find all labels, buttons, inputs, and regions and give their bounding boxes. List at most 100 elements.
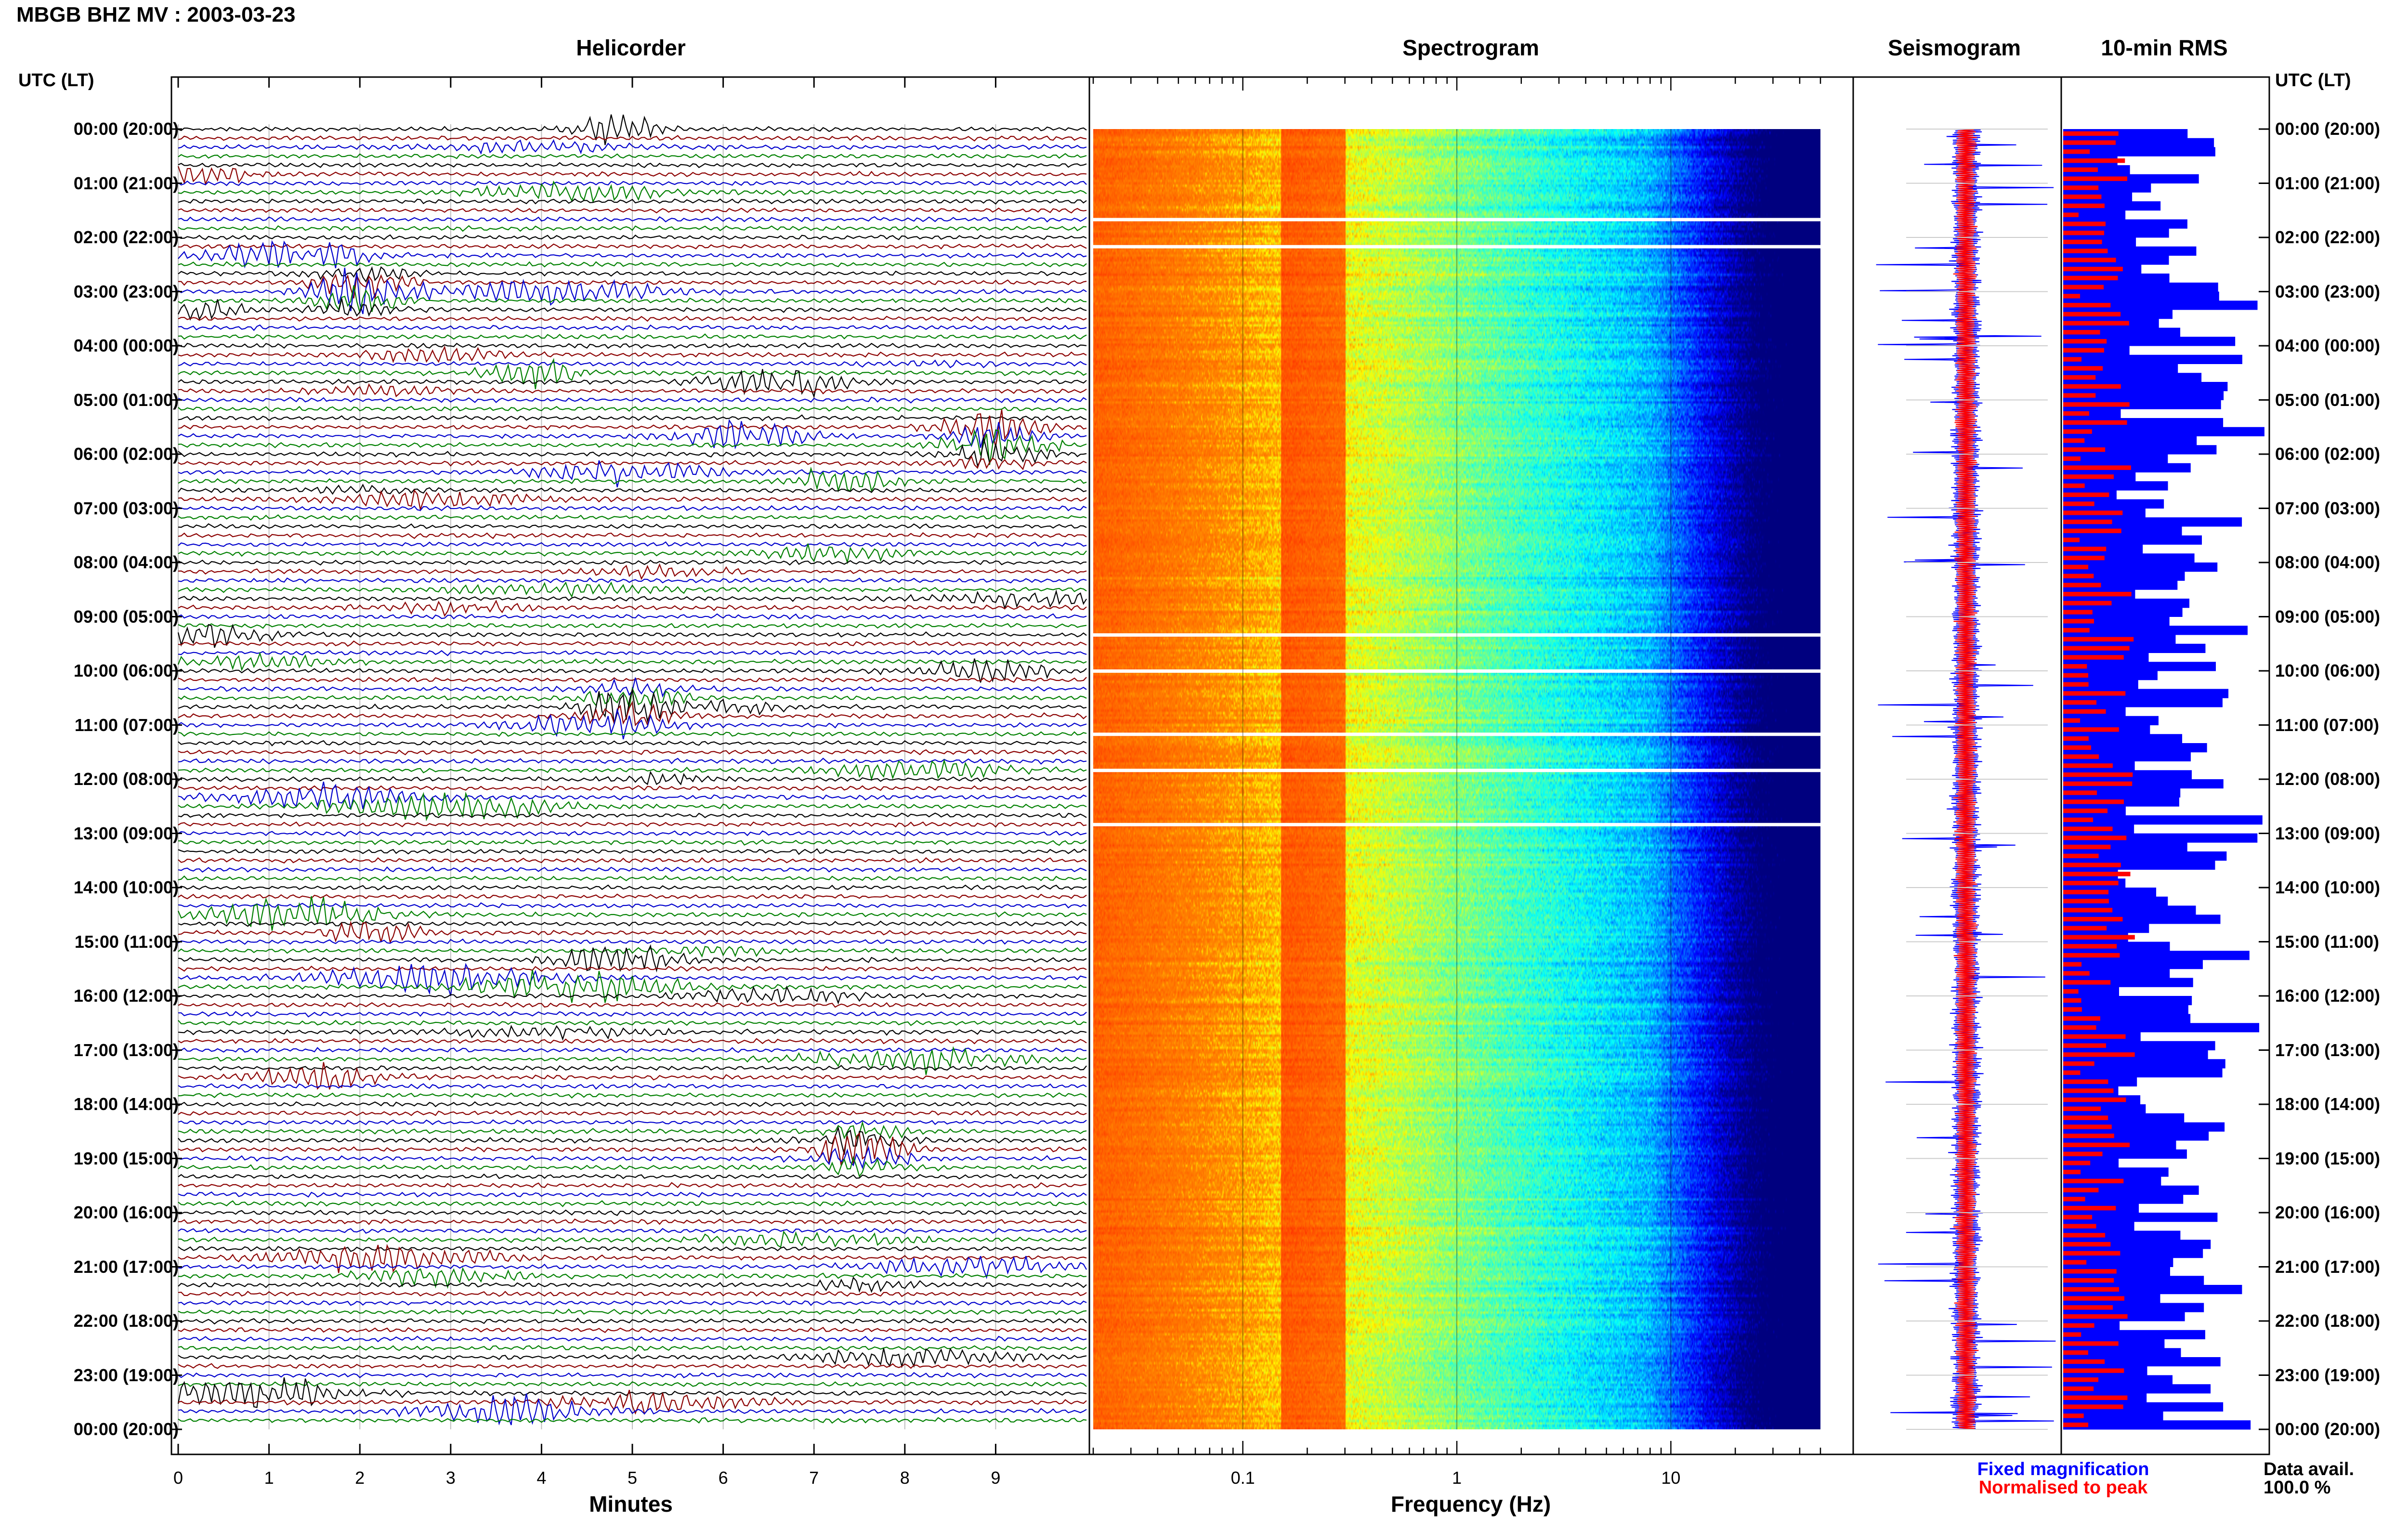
helicorder-trace bbox=[178, 240, 1087, 269]
rms-bar-normalised bbox=[2063, 1305, 2113, 1310]
helicorder-trace bbox=[178, 1228, 1087, 1234]
helicorder-trace bbox=[178, 409, 1087, 447]
rms-bar-normalised bbox=[2063, 718, 2081, 723]
rms-bar-normalised bbox=[2063, 1413, 2084, 1418]
rms-bar-normalised bbox=[2063, 1296, 2124, 1301]
rms-bar-normalised bbox=[2063, 438, 2085, 443]
rms-bar-normalised bbox=[2063, 1404, 2123, 1409]
rms-bar-normalised bbox=[2063, 294, 2081, 299]
rms-bar-fixed bbox=[2063, 743, 2207, 753]
helicorder-trace bbox=[178, 1255, 1087, 1280]
rms-bar-normalised bbox=[2063, 366, 2103, 371]
helicorder-xlabel: Minutes bbox=[589, 1491, 673, 1517]
rms-bar-normalised bbox=[2063, 239, 2102, 245]
rms-bar-normalised bbox=[2063, 628, 2090, 633]
helicorder-trace bbox=[178, 749, 1087, 756]
rms-bar-normalised bbox=[2063, 1142, 2130, 1148]
helicorder-trace bbox=[178, 1020, 1087, 1026]
minute-tick-label: 3 bbox=[445, 1468, 456, 1488]
rms-bar-normalised bbox=[2063, 158, 2125, 163]
rms-bar-normalised bbox=[2063, 393, 2096, 398]
rms-bar-normalised bbox=[2063, 176, 2128, 181]
rms-bar-normalised bbox=[2063, 537, 2080, 542]
rms-bar-normalised bbox=[2063, 736, 2089, 741]
rms-bar-fixed bbox=[2063, 662, 2216, 671]
rms-bar-normalised bbox=[2063, 1070, 2081, 1075]
helicorder-trace bbox=[178, 559, 1087, 566]
helicorder-trace bbox=[178, 758, 1087, 782]
helicorder-trace bbox=[178, 791, 1087, 822]
hour-label-right: 22:00 (18:00) bbox=[2275, 1311, 2381, 1331]
rms-bar-normalised bbox=[2063, 1224, 2096, 1229]
helicorder-trace bbox=[178, 1417, 1087, 1424]
helicorder-trace bbox=[178, 700, 1087, 727]
rms-bar-fixed bbox=[2063, 454, 2168, 464]
rms-bar-normalised bbox=[2063, 547, 2107, 551]
helicorder-trace bbox=[178, 1218, 1087, 1225]
hour-label-left: 23:00 (19:00) bbox=[73, 1365, 179, 1385]
minute-tick-label: 1 bbox=[264, 1468, 274, 1488]
rms-bar-normalised bbox=[2063, 944, 2117, 949]
rms-bar-normalised bbox=[2063, 140, 2116, 145]
rms-bar-normalised bbox=[2063, 1260, 2087, 1265]
rms-bar-normalised bbox=[2063, 880, 2119, 886]
helicorder-trace bbox=[178, 1308, 1087, 1315]
rms-bar-fixed bbox=[2063, 1194, 2184, 1204]
rms-bar-fixed bbox=[2063, 391, 2224, 400]
helicorder-trace bbox=[178, 866, 1087, 873]
rms-bar-normalised bbox=[2063, 1269, 2117, 1274]
helicorder-trace bbox=[178, 1182, 1087, 1189]
hour-label-right: 17:00 (13:00) bbox=[2275, 1040, 2381, 1060]
panel-frame bbox=[2060, 76, 2270, 1455]
rms-bar-fixed bbox=[2063, 960, 2203, 969]
helicorder-trace bbox=[178, 1173, 1087, 1180]
rms-bar-normalised bbox=[2063, 727, 2119, 732]
helicorder-trace bbox=[178, 758, 1087, 765]
hour-label-right: 18:00 (14:00) bbox=[2275, 1094, 2381, 1114]
helicorder-trace bbox=[178, 418, 1087, 450]
rms-bar-normalised bbox=[2063, 691, 2126, 696]
hour-label-right: 04:00 (00:00) bbox=[2275, 336, 2381, 355]
helicorder-trace bbox=[178, 1120, 1087, 1140]
helicorder-trace bbox=[178, 207, 1087, 214]
hour-label-left: 11:00 (07:00) bbox=[74, 715, 179, 735]
rms-bar-fixed bbox=[2063, 535, 2202, 545]
helicorder-trace bbox=[178, 830, 1087, 837]
rms-bar-normalised bbox=[2063, 302, 2111, 308]
hour-label-right: 03:00 (23:00) bbox=[2275, 281, 2381, 301]
spectrogram-gap bbox=[1093, 218, 1820, 222]
hour-label-right: 00:00 (20:00) bbox=[2275, 1419, 2381, 1439]
rms-bar-normalised bbox=[2063, 185, 2099, 190]
helicorder-trace bbox=[178, 396, 1087, 404]
rms-bar-normalised bbox=[2063, 248, 2108, 253]
rms-bar-normalised bbox=[2063, 1332, 2081, 1337]
helicorder-trace bbox=[178, 114, 1087, 145]
rms-bar-fixed bbox=[2063, 373, 2202, 382]
helicorder-trace bbox=[178, 1318, 1087, 1325]
rms-bar-normalised bbox=[2063, 402, 2130, 407]
rms-bar-normalised bbox=[2063, 844, 2111, 850]
helicorder-trace bbox=[178, 600, 1087, 617]
helicorder-trace bbox=[178, 315, 1087, 322]
hour-label-left: 15:00 (11:00) bbox=[74, 931, 179, 952]
helicorder-trace bbox=[178, 622, 1087, 629]
hour-label-right: 07:00 (03:00) bbox=[2275, 498, 2381, 518]
helicorder-trace bbox=[178, 920, 1087, 927]
rms-bar-normalised bbox=[2063, 285, 2104, 289]
rms-bar-fixed bbox=[2063, 1330, 2205, 1339]
rms-bar-normalised bbox=[2063, 601, 2112, 606]
rms-bar-normalised bbox=[2063, 1278, 2114, 1283]
helicorder-trace bbox=[178, 1001, 1087, 1008]
rms-bar-normalised bbox=[2063, 1287, 2120, 1292]
rms-bar-normalised bbox=[2063, 501, 2094, 506]
helicorder-trace bbox=[178, 1110, 1087, 1116]
seismogram-title: Seismogram bbox=[1887, 35, 2021, 60]
helicorder-trace bbox=[178, 1347, 1087, 1369]
hour-label-left: 12:00 (08:00) bbox=[73, 769, 179, 789]
helicorder-trace bbox=[178, 1065, 1087, 1071]
rms-bar-fixed bbox=[2063, 1167, 2169, 1177]
rms-bar-normalised bbox=[2063, 926, 2107, 931]
spectrogram-image bbox=[1093, 129, 1820, 1429]
helicorder-trace bbox=[178, 658, 1087, 683]
rms-bar-normalised bbox=[2063, 610, 2093, 615]
